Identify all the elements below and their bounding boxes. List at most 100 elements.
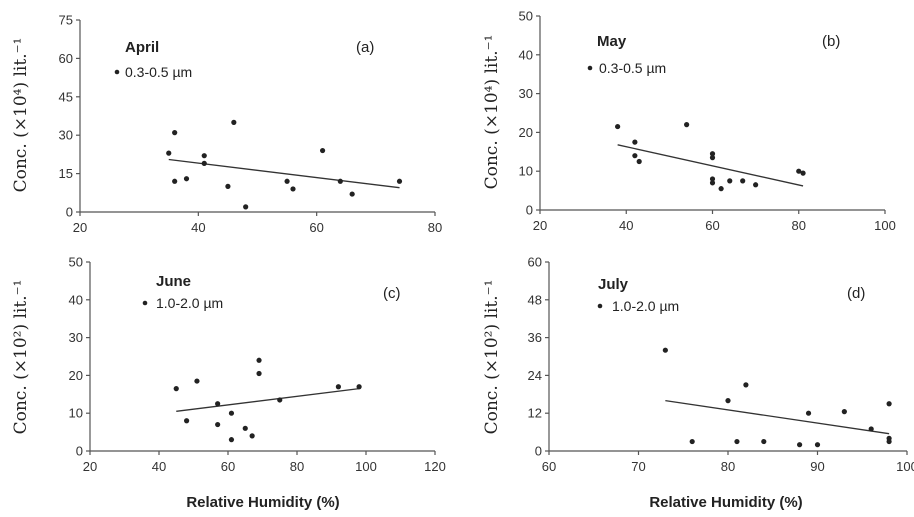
y-tick-label-b: 40: [519, 47, 533, 62]
data-point-d: [797, 442, 803, 448]
month-label-b: May: [597, 33, 627, 50]
data-point-a: [172, 178, 178, 184]
data-point-a: [172, 130, 178, 136]
panel-letter-d: (d): [847, 285, 865, 302]
x-tick-label-a: 40: [191, 220, 205, 235]
data-point-b: [727, 178, 733, 184]
y-tick-label-c: 0: [76, 444, 83, 459]
month-label-a: April: [125, 39, 159, 56]
data-point-c: [215, 421, 221, 428]
data-point-d: [886, 438, 892, 445]
y-ticks-b: 0 10 20 30 40 50: [519, 9, 540, 218]
y-tick-label-b: 0: [526, 203, 533, 218]
x-tick-label-d: 60: [542, 459, 556, 474]
x-tick-label-c: 60: [221, 459, 235, 474]
y-axis-label-d: Conc. (×10²) lit.⁻¹: [482, 280, 502, 435]
data-point-d: [868, 426, 874, 432]
x-tick-label-d: 100: [896, 459, 914, 474]
y-tick-label-d: 0: [535, 444, 542, 459]
y-tick-label-b: 30: [519, 86, 533, 101]
x-tick-label-a: 60: [309, 220, 323, 235]
y-tick-label-a: 15: [59, 166, 73, 181]
data-point-b: [615, 123, 621, 130]
x-tick-label-c: 80: [290, 459, 304, 474]
y-tick-label-c: 20: [69, 368, 83, 383]
y-tick-label-a: 75: [59, 13, 73, 28]
trendline-d: [665, 399, 890, 435]
data-point-d: [662, 347, 668, 353]
legend-marker-d: [597, 303, 603, 309]
x-tick-label-c: 20: [83, 459, 97, 474]
data-point-d: [805, 410, 812, 416]
data-point-b: [684, 122, 690, 128]
x-tick-label-d: 80: [721, 459, 735, 474]
data-point-d: [734, 438, 740, 445]
legend-marker-a: [114, 69, 120, 75]
data-point-a: [337, 178, 343, 184]
legend-label-d: 1.0-2.0 µm: [612, 298, 679, 314]
x-tick-label-b: 20: [533, 218, 547, 233]
x-ticks-d: 60 70 80 90 100: [542, 451, 914, 474]
data-point-a: [396, 178, 403, 184]
legend-marker-b: [587, 65, 593, 71]
data-point-c: [242, 425, 248, 431]
x-axis-label-right: Relative Humidity (%): [649, 494, 802, 511]
panel-letter-c: (c): [383, 285, 401, 302]
legend-label-a: 0.3-0.5 µm: [125, 64, 192, 80]
data-point-b: [718, 186, 724, 192]
panel-b: Conc. (×10⁴) lit.⁻¹ 0 10 20 30 40 50 20 40 60 80…: [482, 9, 896, 234]
panel-c: Conc. (×10²) lit.⁻¹ 0 10 20 30 40 50 20 40 60 80…: [11, 255, 446, 475]
axes-d: [548, 262, 907, 452]
y-tick-label-d: 48: [528, 292, 542, 307]
data-point-a: [319, 147, 326, 154]
data-point-a: [349, 191, 355, 197]
data-point-c: [356, 384, 362, 390]
x-tick-label-b: 80: [792, 218, 806, 233]
panel-d: Conc. (×10²) lit.⁻¹ 0 12 24 36 48 60 60 70 80 90…: [482, 255, 914, 475]
y-tick-label-a: 0: [66, 205, 73, 220]
data-point-a: [284, 178, 290, 184]
data-point-c: [249, 433, 255, 439]
legend-marker-c: [142, 300, 148, 306]
data-point-d: [725, 398, 731, 404]
data-point-d: [886, 401, 892, 407]
panel-a: Conc. (×10⁴) lit.⁻¹ 0 15 30 45 60 75 20 40 60 80…: [11, 13, 442, 236]
x-tick-label-b: 100: [874, 218, 896, 233]
x-tick-label-c: 40: [152, 459, 166, 474]
x-tick-label-a: 80: [428, 220, 442, 235]
y-ticks-d: 0 12 24 36 48 60: [528, 255, 549, 459]
y-axis-label-c: Conc. (×10²) lit.⁻¹: [11, 280, 31, 435]
y-axis-label-a: Conc. (×10⁴) lit.⁻¹: [11, 38, 31, 193]
data-point-d: [814, 442, 821, 448]
trendline-b: [617, 144, 804, 187]
data-point-a: [225, 183, 231, 189]
y-ticks-a: 0 15 30 45 60 75: [59, 13, 80, 220]
data-point-b: [709, 155, 716, 161]
data-point-b: [796, 168, 802, 174]
data-point-b: [800, 170, 806, 176]
y-ticks-c: 0 10 20 30 40 50: [69, 255, 90, 459]
y-tick-label-c: 30: [69, 330, 83, 345]
y-tick-label-a: 60: [59, 51, 73, 66]
data-point-c: [228, 410, 235, 416]
data-point-c: [228, 437, 235, 443]
x-ticks-a: 20 40 60 80: [73, 212, 442, 235]
legend-label-c: 1.0-2.0 µm: [156, 295, 223, 311]
y-tick-label-d: 36: [528, 330, 542, 345]
data-point-c: [256, 357, 262, 363]
y-tick-label-a: 30: [59, 128, 73, 143]
data-point-a: [290, 186, 296, 192]
month-label-d: July: [598, 276, 629, 293]
x-ticks-c: 20 40 60 80 100 120: [83, 451, 446, 474]
panel-letter-b: (b): [822, 33, 840, 50]
data-point-a: [231, 119, 237, 125]
x-tick-label-d: 70: [631, 459, 645, 474]
x-tick-label-c: 100: [355, 459, 377, 474]
y-tick-label-b: 50: [519, 9, 533, 24]
axes-b: [539, 16, 885, 211]
x-ticks-b: 20 40 60 80 100: [533, 210, 896, 233]
points-a: [166, 119, 403, 210]
data-point-d: [689, 438, 695, 445]
axes-a: [79, 20, 435, 213]
data-point-b: [753, 182, 759, 188]
